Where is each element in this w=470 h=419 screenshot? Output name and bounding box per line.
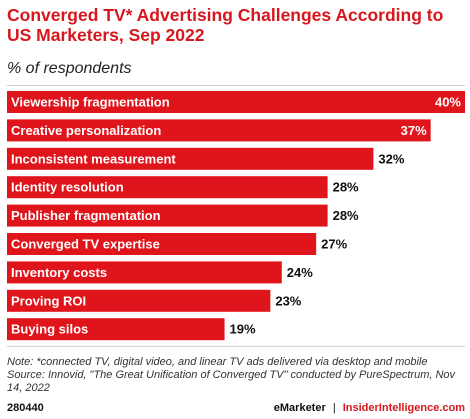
chart-subtitle: % of respondents <box>7 60 132 77</box>
bar-value-label: 24% <box>287 265 313 280</box>
chart-footer: 280440 eMarketer | InsiderIntelligence.c… <box>7 401 465 415</box>
bar-value-label: 23% <box>275 293 301 308</box>
bar-row: Buying silos 19% <box>7 318 256 341</box>
bar-row: Inconsistent measurement 32% <box>7 147 405 170</box>
bar-row: Converged TV expertise 27% <box>7 233 348 255</box>
bar <box>7 119 431 142</box>
bar-chart: Viewership fragmentation 40% Creative pers… <box>7 91 465 347</box>
bar <box>7 318 225 341</box>
bar <box>7 261 282 284</box>
bar-category-label: Publisher fragmentation <box>11 208 161 223</box>
bar-value-label: 28% <box>333 208 359 223</box>
bar-row: Creative personalization 37% <box>7 119 431 142</box>
bar <box>7 233 317 255</box>
brand-credit: eMarketer | InsiderIntelligence.com <box>274 401 465 415</box>
bar <box>7 204 328 227</box>
bar-category-label: Converged TV expertise <box>11 237 160 252</box>
bar-row: Proving ROI 23% <box>7 289 302 312</box>
chart-note: Note: *connected TV, digital video, and … <box>7 356 456 394</box>
chart-title: Converged TV* Advertising Challenges Acc… <box>7 5 444 45</box>
bar-category-label: Creative personalization <box>11 123 161 138</box>
brand-separator: | <box>332 402 336 414</box>
bar-category-label: Viewership fragmentation <box>11 95 170 110</box>
bar-value-label: 27% <box>321 237 347 252</box>
chart-id: 280440 <box>7 402 44 414</box>
bar <box>7 91 465 113</box>
bar-category-label: Inconsistent measurement <box>11 151 176 166</box>
bar-row: Viewership fragmentation 40% <box>7 91 465 113</box>
bar-row: Publisher fragmentation 28% <box>7 204 359 227</box>
bar <box>7 147 374 170</box>
bar-value-label: 28% <box>333 180 359 195</box>
bar <box>7 289 271 312</box>
brand-insiderintelligence: InsiderIntelligence.com <box>342 402 465 414</box>
bar-row: Inventory costs 24% <box>7 261 313 284</box>
bar-row: Identity resolution 28% <box>7 176 359 199</box>
bar-category-label: Proving ROI <box>11 293 86 308</box>
bar-category-label: Inventory costs <box>11 265 107 280</box>
bar-value-label: 40% <box>435 95 461 110</box>
bar-category-label: Buying silos <box>11 322 88 337</box>
brand-emarketer: eMarketer <box>273 402 326 414</box>
bar-value-label: 32% <box>378 151 404 166</box>
bar-value-label: 19% <box>230 322 256 337</box>
bar-category-label: Identity resolution <box>11 180 124 195</box>
title-divider <box>7 85 465 86</box>
bar <box>7 176 328 199</box>
bar-value-label: 37% <box>401 123 427 138</box>
